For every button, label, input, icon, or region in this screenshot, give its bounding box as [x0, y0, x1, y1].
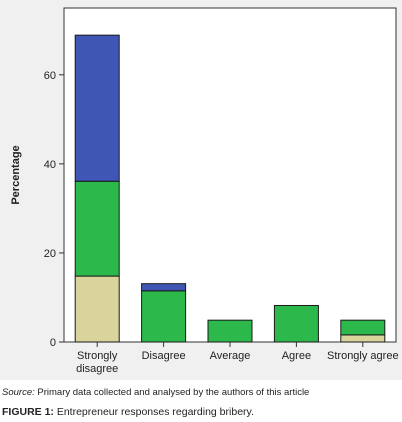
x-tick-label: Disagree — [142, 350, 186, 362]
chart-panel: 0 20 40 60 Percentage Strongly disagree Disagre… — [0, 0, 402, 380]
source-note: Source: Primary data collected and analy… — [2, 387, 309, 398]
source-label: Source: — [2, 387, 35, 398]
x-tick-label: Strongly — [77, 350, 118, 362]
x-tick-label: Average — [210, 350, 251, 362]
bar-segment — [141, 290, 187, 343]
y-tick-label: 60 — [44, 70, 56, 82]
x-tick-label: Agree — [282, 350, 311, 362]
source-text: Primary data collected and analysed by t… — [34, 387, 310, 398]
y-axis-title: Percentage — [10, 145, 22, 204]
figure-caption: FIGURE 1: Entrepreneur responses regardi… — [2, 406, 254, 418]
y-tick-label: 0 — [50, 337, 56, 349]
x-tick-label: disagree — [76, 363, 118, 375]
figure-label: FIGURE 1: — [2, 406, 54, 418]
y-tick-label: 20 — [44, 248, 56, 260]
bar-segment — [207, 319, 253, 343]
bar-segment — [340, 319, 386, 336]
bar-segment — [74, 34, 120, 182]
bar-segment — [273, 304, 319, 343]
figure-text: Entrepreneur responses regarding bribery… — [53, 406, 254, 418]
bar-segment — [74, 180, 120, 277]
bar-segment — [340, 334, 386, 343]
y-tick-label: 40 — [44, 159, 56, 171]
bar-segment — [141, 283, 187, 292]
x-tick-label: Strongly agree — [327, 350, 399, 362]
bar-segment — [74, 275, 120, 343]
